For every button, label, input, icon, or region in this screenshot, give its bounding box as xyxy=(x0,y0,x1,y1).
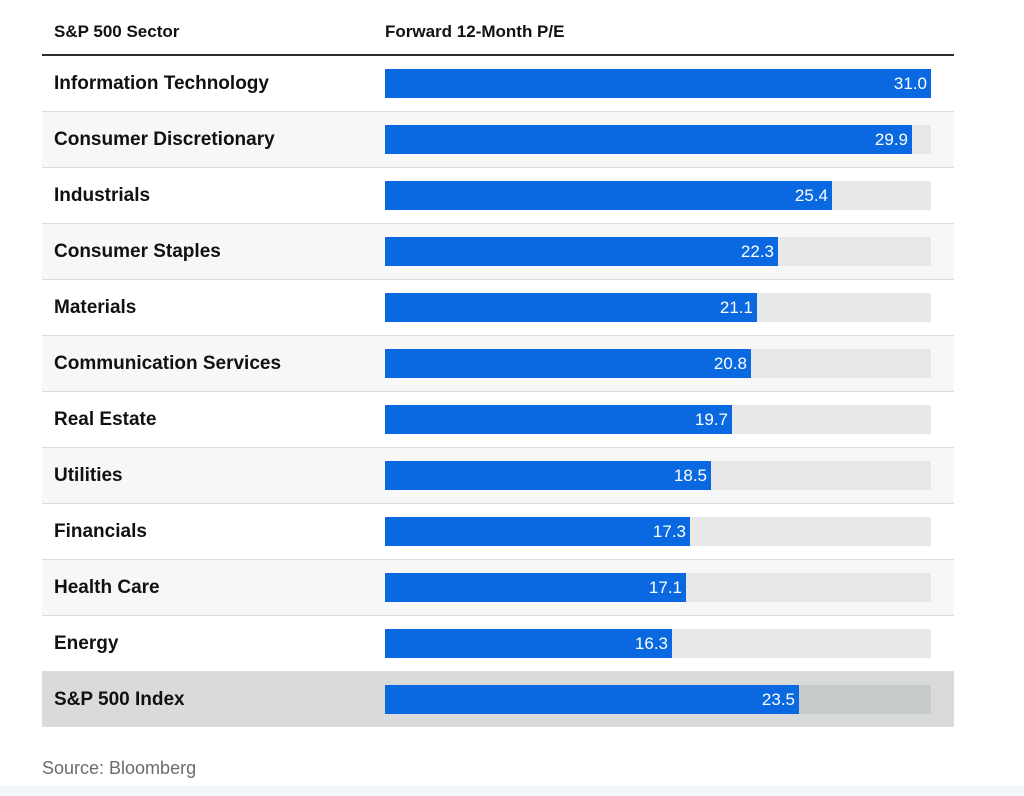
category-label: Real Estate xyxy=(54,409,157,430)
data-label: 20.8 xyxy=(713,354,747,373)
category-label: Health Care xyxy=(54,577,160,598)
chart-row: Industrials 25.4 xyxy=(42,168,954,224)
chart-row: Real Estate 19.7 xyxy=(42,392,954,448)
chart-row: Materials 21.1 xyxy=(42,280,954,336)
bar: 19.7 xyxy=(385,405,732,434)
bar: 22.3 xyxy=(385,237,778,266)
category-label: Communication Services xyxy=(54,353,282,374)
bar: 23.5 xyxy=(385,685,799,714)
chart-row: Consumer Staples 22.3 xyxy=(42,224,954,280)
bar-track: 19.7 xyxy=(385,405,931,434)
chart-row: Health Care 17.1 xyxy=(42,560,954,616)
bar-track: 20.8 xyxy=(385,349,931,378)
bar: 29.9 xyxy=(385,125,912,154)
pe-chart: S&P 500 Sector Forward 12-Month P/E Info… xyxy=(42,0,954,760)
category-label: Information Technology xyxy=(54,73,269,94)
data-label: 18.5 xyxy=(673,466,707,485)
chart-row: Financials 17.3 xyxy=(42,504,954,560)
bar-track: 23.5 xyxy=(385,685,931,714)
data-label: 19.7 xyxy=(694,410,728,429)
bar-track: 29.9 xyxy=(385,125,931,154)
bar-track: 18.5 xyxy=(385,461,931,490)
bar: 21.1 xyxy=(385,293,757,322)
chart-row: Consumer Discretionary 29.9 xyxy=(42,112,954,168)
chart-rows: Information Technology 31.0 Consumer Discr… xyxy=(42,56,954,727)
category-label: Consumer Staples xyxy=(54,241,221,262)
data-label: 21.1 xyxy=(719,298,753,317)
data-label: 22.3 xyxy=(740,242,774,261)
data-label: 16.3 xyxy=(634,634,668,653)
bottom-strip xyxy=(0,786,1024,796)
data-label: 31.0 xyxy=(893,74,927,93)
data-label: 17.3 xyxy=(652,522,686,541)
bar: 25.4 xyxy=(385,181,832,210)
bar: 18.5 xyxy=(385,461,711,490)
data-label: 17.1 xyxy=(648,578,682,597)
bar: 17.1 xyxy=(385,573,686,602)
data-label: 25.4 xyxy=(794,186,828,205)
bar-track: 16.3 xyxy=(385,629,931,658)
category-label: Industrials xyxy=(54,185,151,206)
bar-track: 25.4 xyxy=(385,181,931,210)
category-label: S&P 500 Index xyxy=(54,689,185,710)
chart-row: Utilities 18.5 xyxy=(42,448,954,504)
table-header: S&P 500 Sector Forward 12-Month P/E xyxy=(42,0,954,56)
category-label: Financials xyxy=(54,521,147,542)
source-note: Source: Bloomberg xyxy=(42,758,197,778)
category-label: Energy xyxy=(54,633,119,654)
bar-track: 31.0 xyxy=(385,69,931,98)
chart-row: Energy 16.3 xyxy=(42,616,954,672)
category-label: Materials xyxy=(54,297,137,318)
data-label: 29.9 xyxy=(874,130,908,149)
bar: 16.3 xyxy=(385,629,672,658)
chart-row: S&P 500 Index 23.5 xyxy=(42,672,954,727)
bar-track: 17.1 xyxy=(385,573,931,602)
category-label: Utilities xyxy=(54,465,123,486)
bar-track: 22.3 xyxy=(385,237,931,266)
pe-column-header: Forward 12-Month P/E xyxy=(385,22,565,41)
category-label: Consumer Discretionary xyxy=(54,129,275,150)
bar-track: 17.3 xyxy=(385,517,931,546)
bar: 31.0 xyxy=(385,69,931,98)
data-label: 23.5 xyxy=(761,690,795,709)
bar: 20.8 xyxy=(385,349,751,378)
bar: 17.3 xyxy=(385,517,690,546)
chart-row: Information Technology 31.0 xyxy=(42,56,954,112)
chart-row: Communication Services 20.8 xyxy=(42,336,954,392)
bar-track: 21.1 xyxy=(385,293,931,322)
sector-column-header: S&P 500 Sector xyxy=(54,22,180,41)
